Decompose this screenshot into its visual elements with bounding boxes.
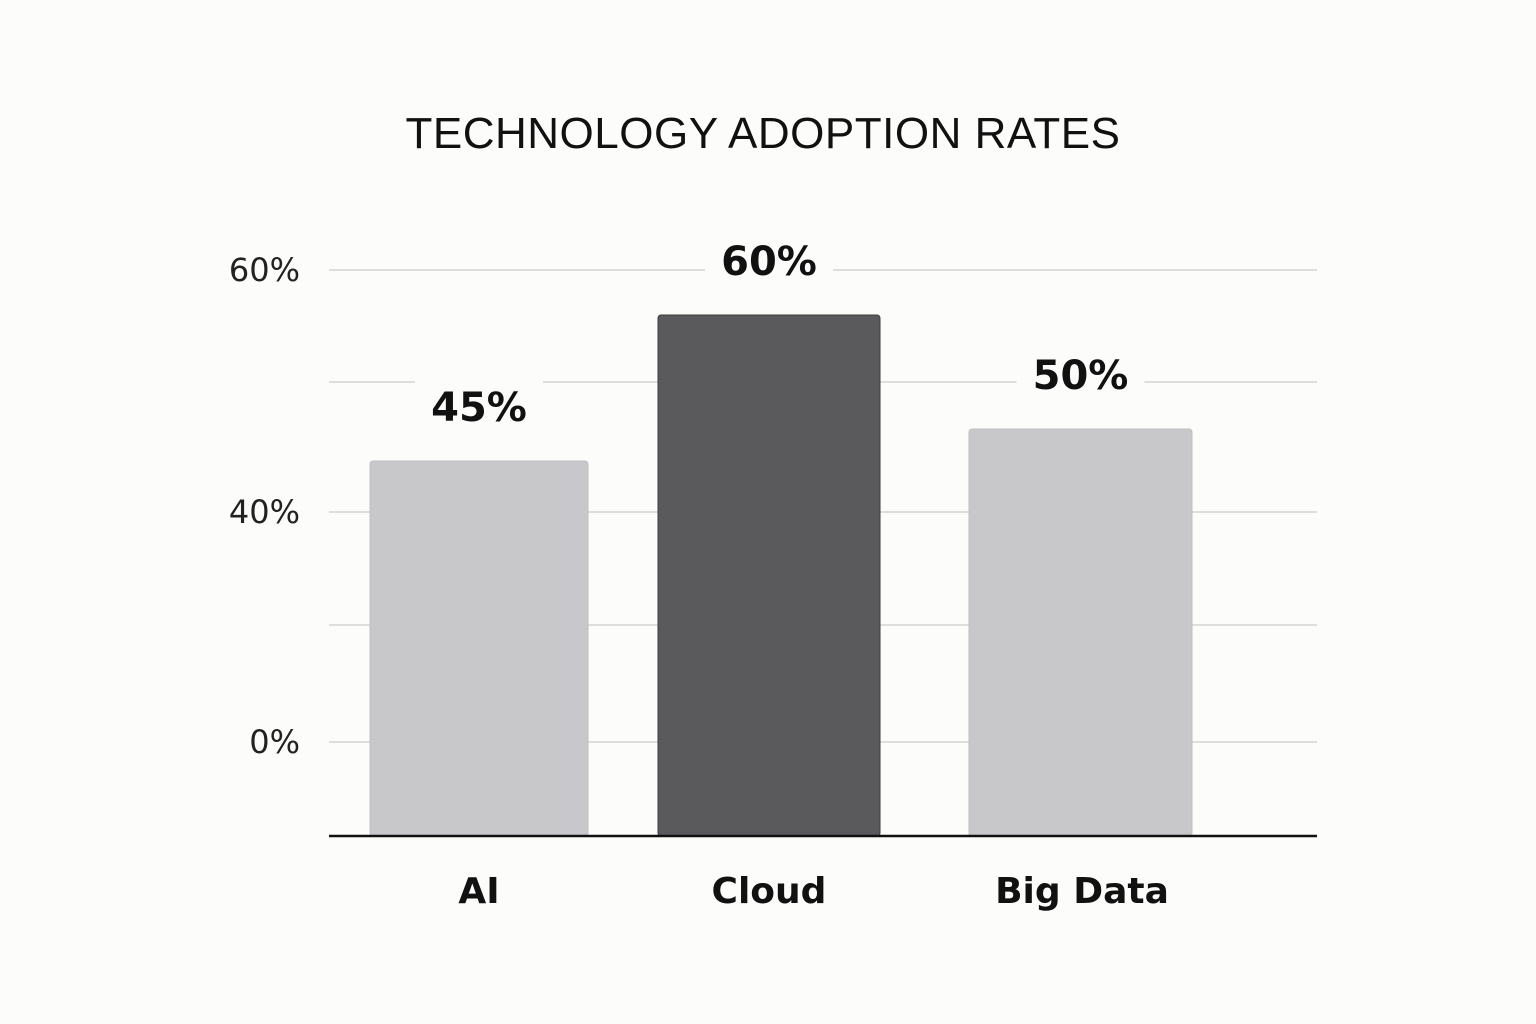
data-label-big-data: 50% (1033, 353, 1129, 399)
bar-cloud (657, 314, 881, 837)
y-axis-ticks: 0% 40% 60% (229, 251, 300, 761)
bar-ai (369, 460, 589, 837)
data-label-backdrop (415, 369, 543, 425)
bar-big-data (968, 428, 1193, 837)
chart-title: TECHNOLOGY ADOPTION RATES (406, 109, 1121, 158)
y-tick-label: 40% (229, 493, 300, 531)
data-label-cloud: 60% (721, 239, 817, 285)
bars (369, 314, 1193, 837)
data-label-backdrop (1016, 337, 1145, 393)
x-category-label: Big Data (995, 871, 1169, 912)
data-label-backdrop (705, 223, 833, 279)
y-tick-label: 0% (249, 723, 300, 761)
y-tick-label: 60% (229, 251, 300, 289)
data-label-ai: 45% (431, 385, 527, 431)
data-labels: 45% 60% 50% (415, 223, 1145, 431)
x-category-label: AI (458, 871, 499, 912)
x-category-label: Cloud (712, 871, 827, 912)
x-axis-categories: AI Cloud Big Data (458, 871, 1169, 912)
